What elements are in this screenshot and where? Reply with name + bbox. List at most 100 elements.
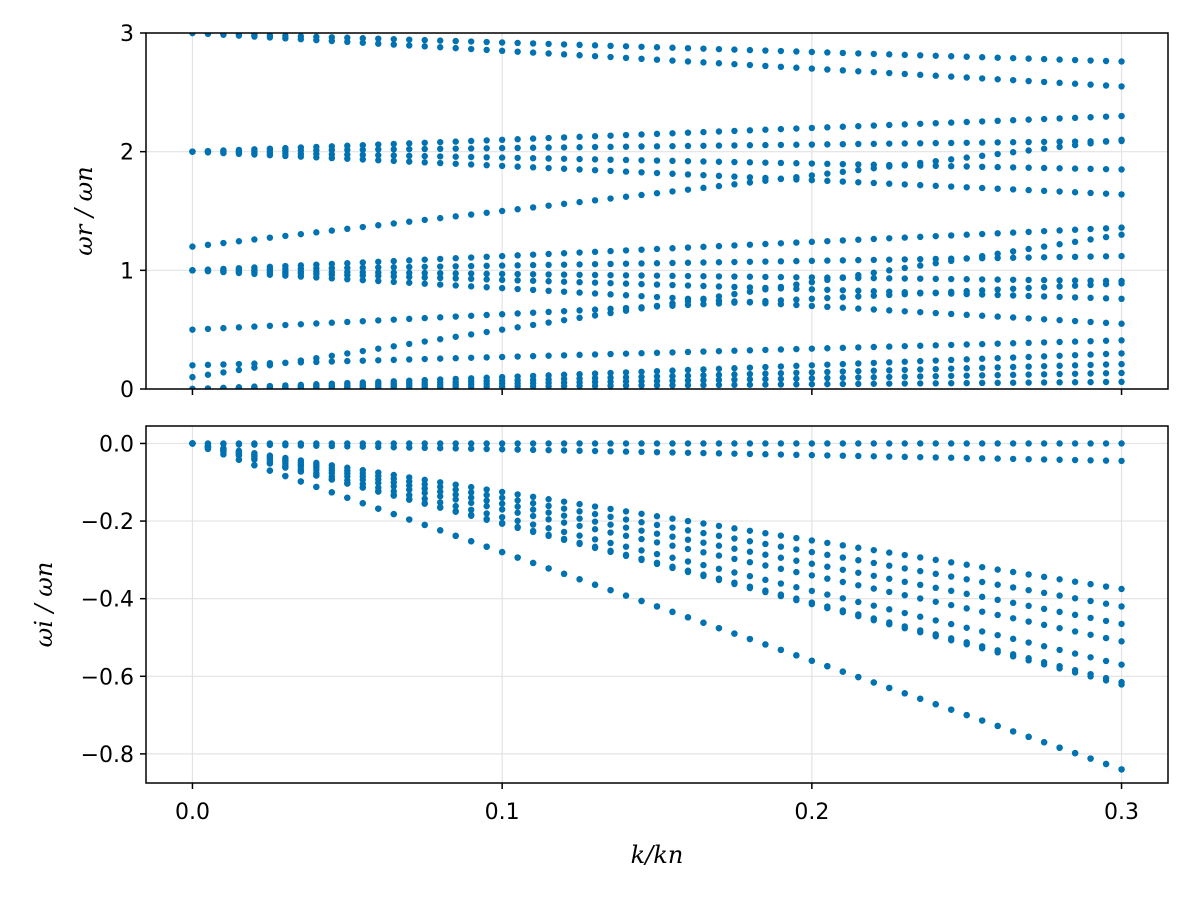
data-point <box>793 125 800 132</box>
data-point <box>994 354 1001 362</box>
data-point <box>1102 319 1110 327</box>
data-point <box>390 444 397 451</box>
data-point <box>452 270 459 277</box>
data-point <box>529 528 537 536</box>
data-point <box>1040 589 1048 597</box>
data-point <box>1118 350 1125 357</box>
data-point <box>220 239 227 247</box>
data-point <box>917 289 924 296</box>
series-branch-4 <box>189 440 1125 610</box>
data-point <box>1009 76 1017 84</box>
data-point <box>1025 657 1032 664</box>
data-point <box>1087 654 1094 661</box>
data-point <box>793 239 800 246</box>
data-point <box>591 271 599 279</box>
data-point <box>963 53 970 60</box>
data-point <box>390 146 397 153</box>
data-point <box>1087 253 1094 260</box>
data-point <box>839 380 847 388</box>
data-point <box>189 33 196 37</box>
data-point <box>978 152 986 160</box>
data-point <box>746 559 754 566</box>
data-point <box>1025 363 1032 370</box>
data-point <box>622 54 630 62</box>
data-point <box>638 157 645 164</box>
data-point <box>297 321 305 328</box>
data-point <box>390 41 397 48</box>
data-point <box>498 136 506 143</box>
data-point <box>622 440 630 447</box>
data-point <box>653 281 661 288</box>
data-point <box>917 440 924 447</box>
data-point <box>1009 292 1017 299</box>
data-point <box>715 45 723 53</box>
data-point <box>886 51 893 58</box>
data-point <box>948 559 955 566</box>
data-point <box>978 645 986 652</box>
data-point <box>932 232 939 240</box>
data-point <box>1087 597 1094 605</box>
data-point <box>576 500 583 508</box>
data-point <box>529 277 537 284</box>
data-point <box>328 489 336 496</box>
data-point <box>994 379 1001 387</box>
data-point <box>669 170 676 177</box>
data-point <box>638 368 645 375</box>
data-point <box>282 359 289 367</box>
data-point <box>1071 253 1079 261</box>
data-point <box>1025 55 1032 62</box>
data-point <box>824 452 831 459</box>
data-point <box>313 472 320 479</box>
x-tick-label: 0.1 <box>485 800 520 825</box>
data-point <box>1009 568 1017 576</box>
data-point <box>793 64 800 71</box>
data-point <box>545 532 552 540</box>
data-point <box>204 33 212 38</box>
data-point <box>297 478 305 485</box>
data-point <box>1071 114 1079 122</box>
data-point <box>948 310 955 318</box>
data-point <box>406 315 413 323</box>
data-point <box>824 591 831 598</box>
data-point <box>467 275 475 283</box>
data-point <box>700 381 707 389</box>
data-point <box>901 551 908 559</box>
data-point <box>591 197 599 204</box>
data-point <box>1102 57 1110 65</box>
data-point <box>746 450 754 458</box>
data-point <box>653 272 661 279</box>
data-point <box>545 565 552 572</box>
data-point <box>591 133 599 140</box>
data-point <box>375 264 382 271</box>
data-point <box>1071 56 1079 64</box>
data-point <box>700 572 707 580</box>
data-point <box>421 521 428 529</box>
data-point <box>204 268 212 275</box>
data-point <box>824 276 831 284</box>
data-point <box>917 275 924 282</box>
data-point <box>529 164 537 171</box>
data-point <box>483 510 490 517</box>
data-point <box>994 286 1001 293</box>
data-point <box>870 453 877 460</box>
data-point <box>313 442 320 449</box>
data-point <box>406 377 413 384</box>
data-point <box>762 451 769 458</box>
data-point <box>917 595 924 602</box>
data-point <box>777 159 785 167</box>
data-point <box>886 140 893 147</box>
data-point <box>282 321 289 329</box>
data-point <box>669 449 676 456</box>
data-point <box>653 157 661 164</box>
data-point <box>1102 600 1110 607</box>
data-point <box>1056 362 1063 369</box>
data-point <box>638 519 645 526</box>
data-point <box>545 352 552 359</box>
data-point <box>375 258 382 265</box>
data-point <box>948 356 955 364</box>
data-point <box>1102 378 1110 386</box>
data-point <box>1025 77 1032 85</box>
data-point <box>529 154 537 162</box>
data-point <box>901 578 908 585</box>
data-point <box>560 536 568 544</box>
